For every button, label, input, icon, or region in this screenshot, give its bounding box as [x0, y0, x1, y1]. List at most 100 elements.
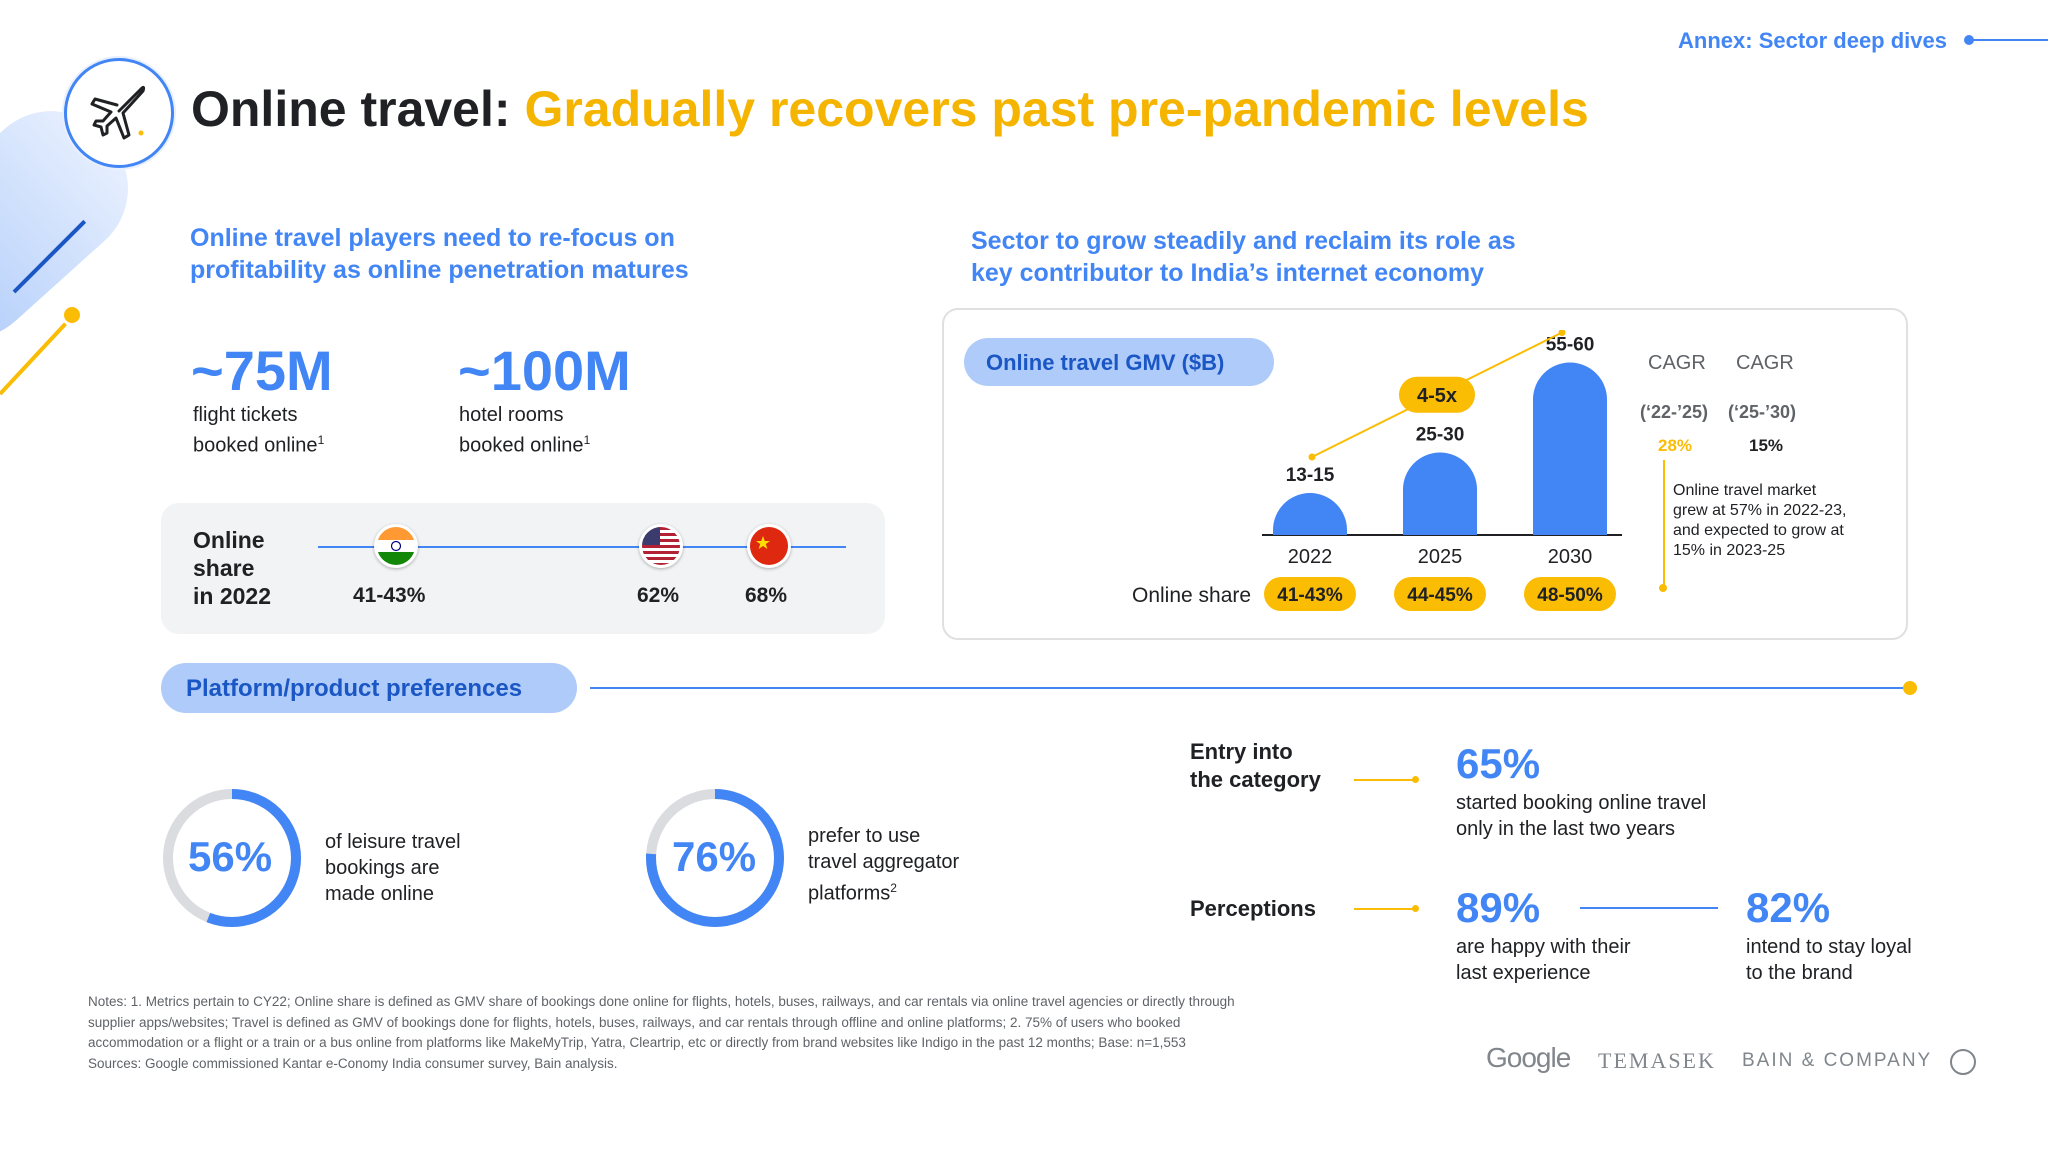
caption-line: of leisure travel — [325, 831, 461, 853]
cagr-callout-dot — [1659, 584, 1667, 592]
caption-line: made online — [325, 883, 434, 905]
leisure-booking-ring — [163, 789, 301, 927]
online-share-label: Online share in 2022 — [193, 526, 271, 610]
page-title: Online travel: Gradually recovers past p… — [191, 80, 1589, 138]
online-share-badge — [1264, 577, 1356, 611]
caption-line: booked online — [193, 434, 318, 457]
cagr-period: (‘25-’30) — [1728, 402, 1797, 422]
aggregator-caption: prefer to use travel aggregator platform… — [808, 823, 959, 907]
aggregator-value: 76% — [672, 833, 757, 880]
online-share-badge — [1524, 577, 1616, 611]
india-flag-icon — [374, 524, 418, 568]
left-subheading-line: Online travel players need to re-focus o… — [190, 224, 675, 252]
china-flag-icon — [747, 524, 791, 568]
airplane-badge — [64, 58, 174, 168]
platform-divider — [590, 687, 1910, 689]
right-subheading-line: key contributor to India’s internet econ… — [971, 259, 1485, 287]
airplane-icon — [90, 85, 146, 140]
caption-line: are happy with their — [1456, 936, 1631, 958]
growth-badge-label: 4-5x — [1417, 385, 1457, 407]
note-line: grew at 57% in 2022-23, — [1673, 502, 1847, 519]
perceptions-connector-dot — [1412, 905, 1419, 912]
caption-line: hotel rooms — [459, 404, 564, 426]
cagr-header: CAGR — [1648, 352, 1706, 374]
entry-caption: started booking online travel only in th… — [1456, 790, 1706, 842]
cagr-note: Online travel market grew at 57% in 2022… — [1673, 481, 1873, 561]
hotel-rooms-caption: hotel rooms booked online1 — [459, 403, 590, 459]
caption-line: flight tickets — [193, 404, 298, 426]
note-line: Notes: 1. Metrics pertain to CY22; Onlin… — [88, 994, 1235, 1009]
caption-line: booked online — [459, 434, 584, 457]
entry-connector-dot — [1412, 776, 1419, 783]
gmv-title-pill — [964, 338, 1274, 386]
x-tick-label: 2025 — [1418, 546, 1463, 568]
caption-line: intend to stay loyal — [1746, 936, 1912, 958]
caption-line: travel aggregator — [808, 851, 960, 873]
label-line: in 2022 — [193, 583, 271, 609]
caption-line: last experience — [1456, 962, 1591, 984]
perceptions-connector — [1354, 908, 1414, 910]
india-share-value: 41-43% — [353, 584, 426, 607]
cagr-callout-line — [1663, 460, 1665, 588]
entry-value: 65% — [1456, 740, 1541, 787]
china-share-value: 68% — [745, 584, 788, 607]
bar-value-label: 13-15 — [1286, 465, 1335, 486]
growth-trend-end — [1558, 330, 1566, 336]
right-subheading-line: Sector to grow steadily and reclaim its … — [971, 227, 1516, 255]
cagr-period: (‘22-’25) — [1640, 402, 1709, 422]
caption-line: platforms — [808, 882, 891, 905]
label-line: share — [193, 555, 255, 581]
leisure-booking-caption: of leisure travel bookings are made onli… — [325, 829, 461, 907]
flight-tickets-value: ~75M — [191, 339, 333, 402]
title-highlight: Gradually recovers past pre-pandemic lev… — [524, 81, 1589, 137]
left-subheading: Online travel players need to re-focus o… — [190, 222, 750, 286]
perceptions-label: Perceptions — [1190, 896, 1316, 921]
loyal-caption: intend to stay loyal to the brand — [1746, 934, 1912, 986]
perceptions-divider — [1580, 907, 1718, 909]
caption-line: prefer to use — [808, 825, 921, 847]
cagr-value: 15% — [1749, 436, 1784, 455]
happy-value: 89% — [1456, 884, 1541, 931]
platform-divider-dot — [1903, 681, 1917, 695]
flight-tickets-caption: flight tickets booked online1 — [193, 403, 324, 459]
google-logo: Google — [1486, 1042, 1571, 1073]
note-line: Online travel market — [1673, 482, 1817, 499]
footnote-marker: 2 — [890, 881, 897, 895]
entry-label: Entry into the category — [1190, 738, 1321, 794]
label-line: Entry into — [1190, 739, 1293, 764]
loyal-value: 82% — [1746, 884, 1831, 931]
section-label-line — [1970, 39, 2048, 41]
bar-2022 — [1273, 493, 1347, 535]
caption-line: to the brand — [1746, 962, 1853, 984]
note-line: and expected to grow at — [1673, 522, 1844, 539]
section-label: Annex: Sector deep dives — [1678, 28, 1947, 53]
platform-title-pill — [161, 663, 577, 713]
bain-logo: BAIN & COMPANY — [1742, 1050, 1933, 1071]
online-share-value: 44-45% — [1407, 585, 1473, 606]
cagr-header: CAGR — [1736, 352, 1794, 374]
bain-logo-icon — [1950, 1049, 1976, 1075]
note-line: accommodation or a flight or a train or … — [88, 1035, 1186, 1050]
note-line: supplier apps/websites; Travel is define… — [88, 1014, 1181, 1030]
entry-connector — [1354, 779, 1414, 781]
section-label-dot — [1964, 35, 1974, 45]
online-share-value: 41-43% — [1277, 585, 1343, 606]
bar-value-label: 25-30 — [1416, 425, 1465, 446]
temasek-logo: TEMASEK — [1598, 1048, 1716, 1073]
usa-flag-icon — [639, 524, 683, 568]
footnotes: Notes: 1. Metrics pertain to CY22; Onlin… — [88, 992, 1368, 1074]
footnote-marker: 1 — [583, 433, 591, 447]
usa-share-value: 62% — [637, 584, 680, 607]
note-line: Sources: Google commissioned Kantar e-Co… — [88, 1055, 618, 1071]
bar-2025 — [1403, 452, 1477, 535]
hotel-rooms-value: ~100M — [458, 339, 631, 402]
aggregator-ring — [646, 789, 784, 927]
left-subheading-line: profitability as online penetration matu… — [190, 256, 689, 284]
bar-value-label: 55-60 — [1546, 335, 1595, 356]
label-line: Online — [193, 527, 265, 553]
bar-2030 — [1533, 362, 1607, 535]
happy-caption: are happy with their last experience — [1456, 934, 1631, 986]
online-share-value: 48-50% — [1537, 585, 1603, 606]
label-line: the category — [1190, 767, 1321, 792]
growth-trend-start — [1308, 453, 1316, 461]
